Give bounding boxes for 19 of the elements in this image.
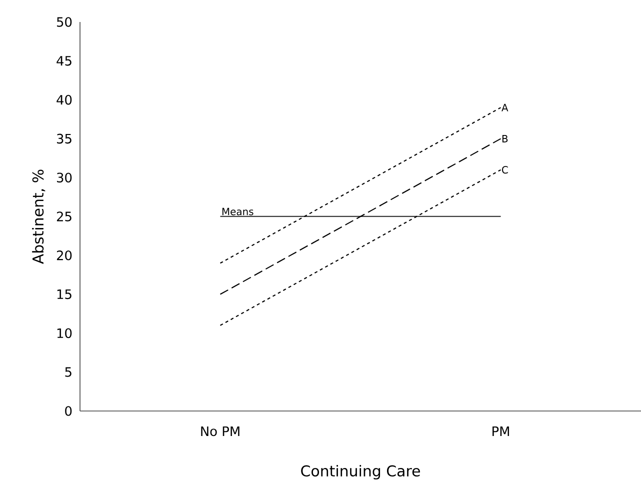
y-axis-title: Abstinent, %	[32, 170, 46, 264]
y-tick-label: 0	[65, 406, 72, 416]
series-label: C	[502, 166, 508, 174]
series-label: Means	[222, 208, 254, 216]
y-tick-label: 20	[56, 250, 72, 260]
x-tick-label: PM	[492, 426, 509, 436]
series-label: B	[502, 135, 508, 142]
x-axis-title: Continuing Care	[301, 464, 420, 480]
y-tick-label: 25	[56, 212, 72, 222]
y-tick-label: 15	[57, 289, 72, 300]
series-label: A	[502, 104, 508, 112]
y-tick-label: 50	[57, 17, 72, 27]
y-tick-label: 40	[56, 94, 72, 105]
y-tick-label: 30	[56, 172, 72, 182]
y-tick-label: 10	[57, 328, 72, 338]
y-tick-label: 35	[56, 134, 72, 144]
x-tick-label: No PM	[201, 426, 240, 436]
y-tick-label: 45	[56, 56, 72, 66]
y-tick-label: 5	[65, 367, 72, 377]
